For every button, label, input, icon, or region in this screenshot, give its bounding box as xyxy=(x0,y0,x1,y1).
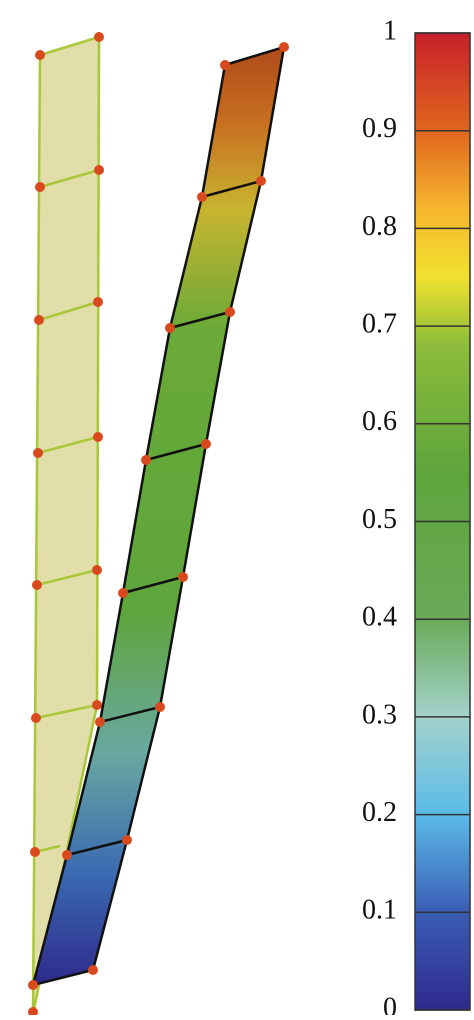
tick-label: 0.7 xyxy=(362,309,397,340)
tick-label: 1 xyxy=(383,15,397,46)
deformed-nodes xyxy=(28,42,289,990)
tick-label: 0.6 xyxy=(362,406,397,437)
undeformed-nodes xyxy=(28,32,104,1017)
tick-label: 0.5 xyxy=(362,504,397,535)
tick-label: 0.8 xyxy=(362,211,397,242)
tick-label: 0.4 xyxy=(362,602,397,633)
tick-label: 0.1 xyxy=(362,895,397,926)
tick-label: 0.9 xyxy=(362,113,397,144)
tick-label: 0 xyxy=(383,992,397,1015)
tick-label: 0.2 xyxy=(362,797,397,828)
tick-label: 0.3 xyxy=(362,699,397,730)
